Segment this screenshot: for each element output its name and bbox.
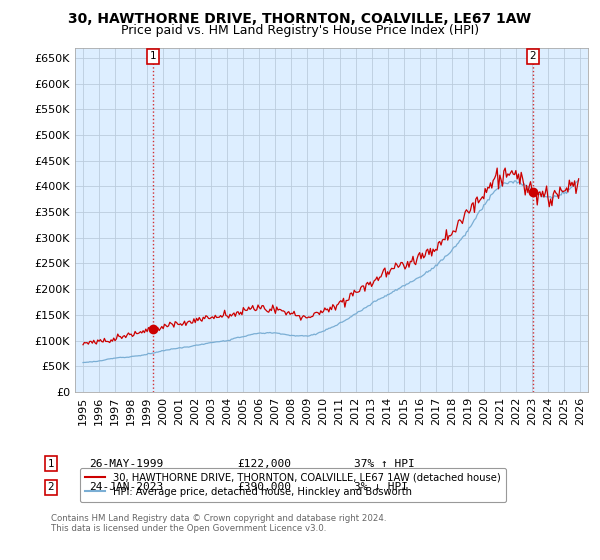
Text: 30, HAWTHORNE DRIVE, THORNTON, COALVILLE, LE67 1AW: 30, HAWTHORNE DRIVE, THORNTON, COALVILLE…: [68, 12, 532, 26]
Text: 3% ↓ HPI: 3% ↓ HPI: [354, 482, 408, 492]
Text: £122,000: £122,000: [237, 459, 291, 469]
Text: 1: 1: [150, 51, 157, 61]
Text: £390,000: £390,000: [237, 482, 291, 492]
Text: Price paid vs. HM Land Registry's House Price Index (HPI): Price paid vs. HM Land Registry's House …: [121, 24, 479, 36]
Text: 26-MAY-1999: 26-MAY-1999: [89, 459, 163, 469]
Text: 2: 2: [530, 51, 536, 61]
Text: Contains HM Land Registry data © Crown copyright and database right 2024.
This d: Contains HM Land Registry data © Crown c…: [51, 514, 386, 534]
Legend: 30, HAWTHORNE DRIVE, THORNTON, COALVILLE, LE67 1AW (detached house), HPI: Averag: 30, HAWTHORNE DRIVE, THORNTON, COALVILLE…: [80, 468, 506, 502]
Text: 24-JAN-2023: 24-JAN-2023: [89, 482, 163, 492]
Text: 1: 1: [47, 459, 55, 469]
Text: 2: 2: [47, 482, 55, 492]
Text: 37% ↑ HPI: 37% ↑ HPI: [354, 459, 415, 469]
